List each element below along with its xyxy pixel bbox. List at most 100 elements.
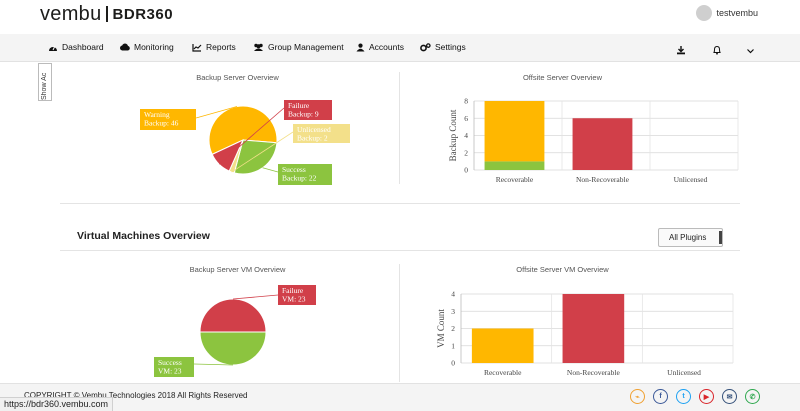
gears-icon xyxy=(420,42,431,51)
nav-item-reports[interactable]: Reports xyxy=(192,42,236,52)
offsite-bar-x-tick-label: Non-Recoverable xyxy=(576,175,630,184)
logo-product-name: BDR360 xyxy=(112,5,174,23)
offsite-bar-y-tick-label: 0 xyxy=(464,166,468,175)
backup-pie-data-label: Backup: 9 xyxy=(288,110,319,119)
offsite-vm-bar-y-tick-label: 0 xyxy=(451,359,455,368)
backup-pie-data-label: Failure xyxy=(288,101,310,110)
offsite-bar-y-axis-label: Backup Count xyxy=(448,109,458,161)
offsite-bar-y-tick-label: 4 xyxy=(464,131,468,140)
backup-pie-label-box xyxy=(293,124,350,143)
offsite-bar-y-tick-label: 8 xyxy=(464,97,468,106)
download-button[interactable] xyxy=(676,42,686,60)
nav-label: Group Management xyxy=(268,42,344,52)
logo-wordmark: vembu xyxy=(40,2,102,25)
logo-separator xyxy=(105,6,108,22)
offsite-vm-bar-bar-recoverable[interactable] xyxy=(471,328,534,364)
vm-pie-leader-line xyxy=(232,294,279,300)
offsite-vm-bar-x-tick-label: Recoverable xyxy=(484,368,522,377)
vm-pie-label-box xyxy=(154,357,194,377)
chevron-down-icon xyxy=(747,49,754,54)
offsite-vm-bar-y-tick-label: 3 xyxy=(451,307,455,316)
show-accounts-tab[interactable]: Show Ac xyxy=(38,63,52,101)
virtual-machines-overview-title: Virtual Machines Overview xyxy=(77,230,210,242)
vm-pie-leader-line xyxy=(193,363,234,366)
copyright-year: 2018 All Rights Reserved xyxy=(157,391,248,400)
offsite-vm-bar-y-axis-label: VM Count xyxy=(436,309,446,348)
youtube-icon[interactable]: ▶ xyxy=(699,389,714,404)
backup-pie-slice-success[interactable] xyxy=(233,139,278,175)
user-menu[interactable]: testvembu xyxy=(696,5,758,21)
notifications-button[interactable] xyxy=(712,42,722,60)
dashboard-icon xyxy=(49,45,57,51)
nav-item-accounts[interactable]: Accounts xyxy=(356,42,404,52)
main-navigation: Dashboard Monitoring Reports Group Manag… xyxy=(0,34,800,62)
chat-icon[interactable]: ⌁ xyxy=(630,389,645,404)
vm-pie-slice-success[interactable] xyxy=(199,331,267,366)
offsite-bar-bar-non-recoverable[interactable] xyxy=(572,118,633,170)
users-icon xyxy=(254,43,263,51)
nav-item-settings[interactable]: Settings xyxy=(420,42,466,52)
vm-pie-data-label: Success xyxy=(158,358,182,367)
nav-item-group-management[interactable]: Group Management xyxy=(253,42,344,52)
backup-pie-leader-line xyxy=(231,131,294,173)
nav-item-dashboard[interactable]: Dashboard xyxy=(48,42,104,52)
backup-pie-data-label: Success xyxy=(282,165,306,174)
user-icon xyxy=(356,43,365,51)
nav-label: Settings xyxy=(435,42,466,52)
twitter-icon[interactable]: t xyxy=(676,389,691,404)
nav-label: Accounts xyxy=(369,42,404,52)
offsite-server-bar-chart: 0 2 4 6 8 Recoverable Non-Recoverable Unlicense… xyxy=(448,97,739,184)
offsite-vm-bar-x-tick-label: Non-Recoverable xyxy=(567,368,621,377)
vm-pie-data-label: VM: 23 xyxy=(158,367,182,376)
backup-server-overview-title: Backup Server Overview xyxy=(196,73,279,82)
backup-pie-leader-line xyxy=(262,167,279,173)
offsite-bar-y-tick-label: 2 xyxy=(464,148,468,157)
offsite-vm-bar-y-tick-label: 4 xyxy=(451,290,455,299)
status-bar-url: https://bdr360.vembu.com xyxy=(0,397,114,411)
offsite-vm-bar-y-tick-label: 2 xyxy=(451,324,455,333)
backup-pie-data-label: Backup: 46 xyxy=(144,119,179,128)
offsite-vm-bar-x-tick-label: Unlicensed xyxy=(667,368,701,377)
backup-pie-data-label: Backup: 22 xyxy=(282,174,317,183)
panel-divider xyxy=(399,264,400,382)
backup-pie-leader-line xyxy=(218,107,285,165)
dropdown-caret-icon xyxy=(719,231,722,244)
backup-server-vm-overview-title: Backup Server VM Overview xyxy=(189,265,286,274)
nav-label: Monitoring xyxy=(134,42,174,52)
offsite-bar-bar-recoverable[interactable] xyxy=(484,101,545,162)
copyright-text: COPYRIGHT © Vembu Technologies 2018 All … xyxy=(24,391,248,400)
offsite-vm-bar-y-tick-label: 1 xyxy=(451,341,455,350)
section-divider xyxy=(60,203,740,204)
offsite-bar-x-tick-label: Unlicensed xyxy=(674,175,708,184)
account-dropdown-button[interactable] xyxy=(746,42,755,60)
username[interactable]: testvembu xyxy=(716,8,758,18)
bell-icon xyxy=(713,45,721,55)
offsite-vm-bar-bar-non-recoverable[interactable] xyxy=(562,294,625,363)
vm-pie-data-label: VM: 23 xyxy=(282,295,306,304)
backup-pie-leader-line xyxy=(195,106,238,119)
all-plugins-dropdown[interactable]: All Plugins xyxy=(658,228,723,247)
backup-pie-label-box xyxy=(284,100,332,120)
top-bar: vembu BDR360 testvembu xyxy=(0,0,800,30)
offsite-bar-y-tick-label: 6 xyxy=(464,114,468,123)
download-icon xyxy=(677,46,685,55)
offsite-server-overview-title: Offsite Server Overview xyxy=(522,73,603,82)
facebook-icon[interactable]: f xyxy=(653,389,668,404)
backup-pie-data-label: Backup: 2 xyxy=(297,134,328,143)
nav-item-monitoring[interactable]: Monitoring xyxy=(119,42,174,52)
mail-icon[interactable]: ✉ xyxy=(722,389,737,404)
chart-icon xyxy=(192,43,202,52)
plugins-dropdown-label: All Plugins xyxy=(669,233,707,242)
vembu-logo[interactable]: vembu BDR360 xyxy=(40,3,173,25)
whatsapp-icon[interactable]: ✆ xyxy=(745,389,760,404)
avatar[interactable] xyxy=(696,5,713,21)
vm-pie-slice-failure[interactable] xyxy=(199,298,267,333)
backup-pie-slice-warning[interactable] xyxy=(208,105,278,156)
copyright-owner: COPYRIGHT © Vembu Technologies xyxy=(24,391,156,400)
panel-divider xyxy=(399,72,400,184)
offsite-bar-bar-recoverable[interactable] xyxy=(484,161,545,170)
cloud-icon xyxy=(120,43,130,51)
side-tab-label: Show Ac xyxy=(41,72,48,100)
